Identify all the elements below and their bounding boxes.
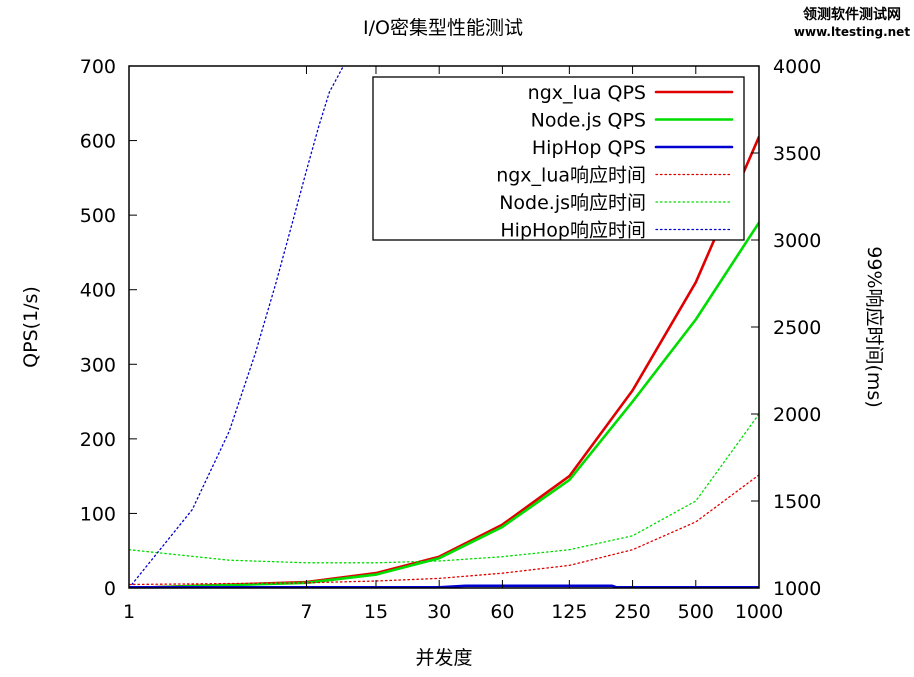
x-tick-label: 30 xyxy=(427,601,451,623)
legend-label: Node.js QPS xyxy=(531,110,646,132)
y-tick-label: 500 xyxy=(80,205,116,227)
x-tick-label: 125 xyxy=(551,601,587,623)
y-tick-label: 700 xyxy=(80,56,116,78)
watermark-line1: 领测软件测试网 xyxy=(803,6,901,23)
y-tick-label: 0 xyxy=(104,578,116,600)
series-line-1 xyxy=(129,221,759,588)
y2-tick-label: 3000 xyxy=(773,230,821,252)
x-tick-label: 7 xyxy=(300,601,312,623)
legend: ngx_lua QPS Node.js QPS HipHop QPS ngx_lua响… xyxy=(372,76,745,242)
legend-label: HipHop响应时间 xyxy=(500,220,646,242)
y2-tick-label: 4000 xyxy=(773,56,821,78)
legend-label: Node.js响应时间 xyxy=(499,192,646,214)
y2-tick-label: 3500 xyxy=(773,143,821,165)
x-axis-label: 并发度 xyxy=(415,647,472,669)
series-line-4 xyxy=(129,413,759,564)
x-tick-label: 500 xyxy=(678,601,714,623)
x-tick-label: 1000 xyxy=(735,601,783,623)
y-tick-label: 600 xyxy=(80,131,116,153)
y2-axis-label: 99%响应时间(ms) xyxy=(863,246,885,407)
x-tick-label: 15 xyxy=(364,601,388,623)
y2-tick-label: 2000 xyxy=(773,404,821,426)
legend-box xyxy=(372,76,745,241)
y2-tick-label: 1500 xyxy=(773,491,821,513)
y2-tick-label: 2500 xyxy=(773,317,821,339)
x-tick-label: 60 xyxy=(490,601,514,623)
legend-label: ngx_lua QPS xyxy=(528,82,646,104)
axis-layer: 1 7 15 30 60 125 250 500 1000 0 100 200 300 400 500 600… xyxy=(80,56,822,623)
y-tick-label: 100 xyxy=(80,503,116,525)
series-line-5 xyxy=(129,66,345,588)
y2-tick-label: 1000 xyxy=(773,578,821,600)
x-tick-label: 250 xyxy=(614,601,650,623)
y-tick-label: 300 xyxy=(80,354,116,376)
watermark-line2: www.ltesting.net xyxy=(794,25,910,39)
series-line-2 xyxy=(129,584,759,588)
y-tick-label: 200 xyxy=(80,429,116,451)
chart-title: I/O密集型性能测试 xyxy=(363,17,523,39)
x-tick-label: 1 xyxy=(123,601,135,623)
legend-label: HipHop QPS xyxy=(532,137,646,159)
y-tick-label: 400 xyxy=(80,280,116,302)
legend-label: ngx_lua响应时间 xyxy=(496,165,646,187)
series-line-3 xyxy=(129,474,759,586)
y-axis-label: QPS(1/s) xyxy=(20,286,42,368)
